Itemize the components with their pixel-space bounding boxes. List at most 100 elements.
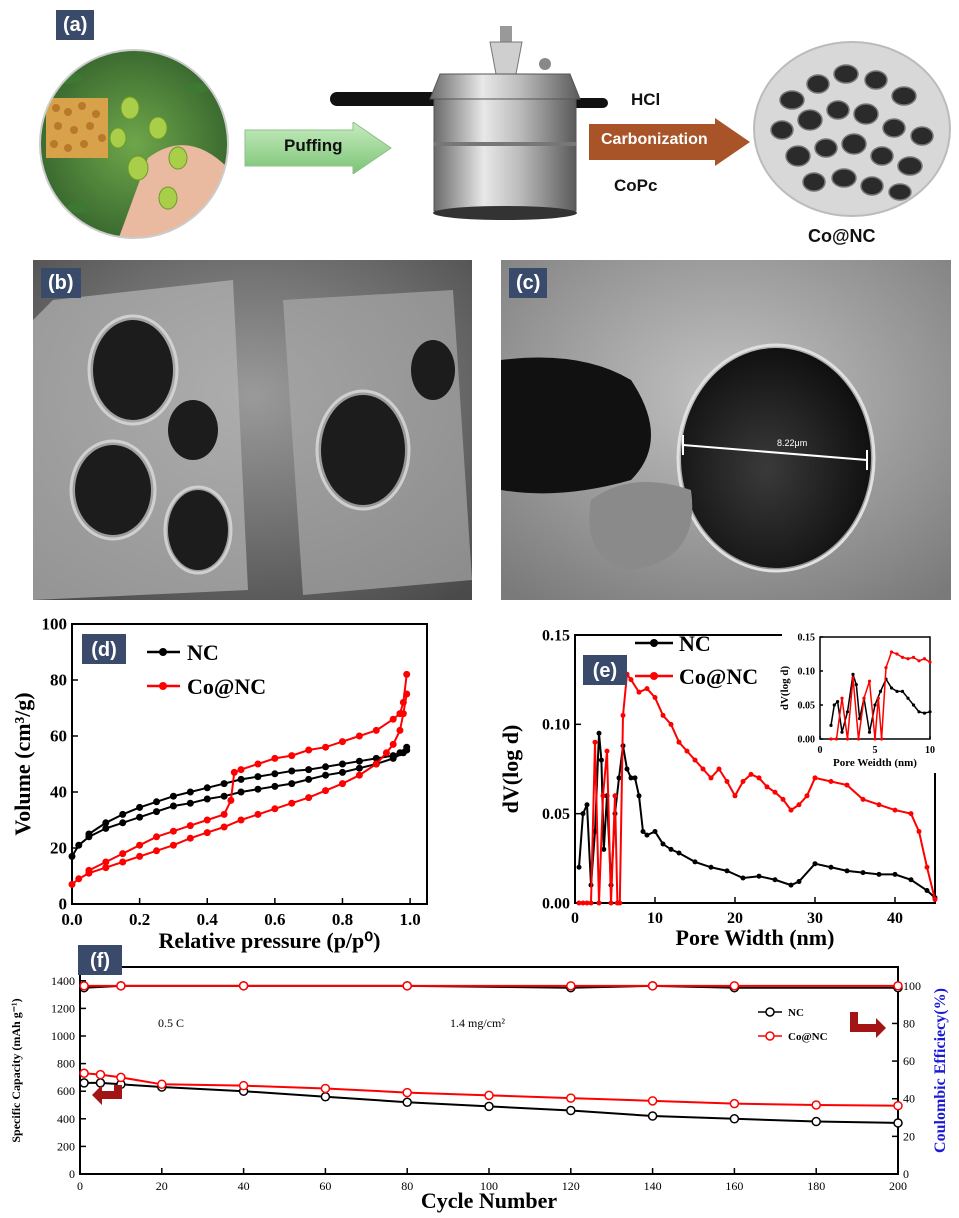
series-nc-point <box>740 875 746 881</box>
series-conc-desorption-point <box>322 743 330 751</box>
series-nc-desorption-point <box>389 752 397 760</box>
series-conc-adsorption-point <box>153 847 161 855</box>
y-tick-label: 0.05 <box>542 806 570 823</box>
series-conc-desorption-point <box>372 726 380 734</box>
inset-series-conc-point <box>840 696 844 700</box>
series-conc-adsorption-point <box>136 852 144 860</box>
inset-series-conc-point <box>889 650 894 654</box>
series-conc-point <box>684 748 690 754</box>
series-nc-capacity-point <box>647 1111 658 1121</box>
x-tick-label: 0.6 <box>264 910 285 929</box>
series-nc-desorption-point <box>102 819 110 827</box>
series-nc-capacity-point <box>811 1116 821 1127</box>
series-conc-point <box>644 686 650 692</box>
series-conc-adsorption-point <box>203 829 211 837</box>
series-nc-desorption-point <box>403 743 411 751</box>
x-tick-label: 160 <box>725 1179 743 1193</box>
series-nc-desorption-point <box>396 749 404 757</box>
inset-series-nc-point <box>928 710 932 714</box>
series-nc-point <box>660 841 666 847</box>
series-nc-adsorption-point <box>186 799 194 807</box>
series-conc-adsorption-point <box>220 823 228 831</box>
series-conc-capacity-point <box>647 1096 658 1106</box>
series-conc-adsorption-point <box>396 726 404 734</box>
x-tick-label: 80 <box>401 1179 413 1193</box>
puffing-label: Puffing <box>284 136 343 155</box>
inset-series-nc-point <box>867 730 872 734</box>
series-nc-desorption-point <box>186 788 194 796</box>
x-tick-label: 30 <box>807 910 823 927</box>
series-nc-point <box>788 882 794 888</box>
series-nc-desorption-point <box>254 773 262 781</box>
co-nc-product-label: Co@NC <box>808 226 876 246</box>
legend-label: Co@NC <box>788 1031 828 1043</box>
y-axis-title: Volume (cm³/g) <box>10 692 35 835</box>
y-tick-label: 80 <box>50 671 67 690</box>
series-conc-adsorption-point <box>355 771 363 779</box>
sem-image-b <box>33 260 472 600</box>
annotation-loading: 1.4 mg/cm² <box>450 1016 505 1030</box>
series-nc-desorption-point <box>372 754 380 762</box>
x-tick-label: 5 <box>873 745 878 756</box>
chickpea-plant-image <box>39 49 229 239</box>
series-nc-adsorption-point <box>305 775 313 783</box>
legend-label: Co@NC <box>187 674 266 699</box>
y-tick-label: 600 <box>57 1084 75 1098</box>
series-conc-point <box>932 896 938 902</box>
legend-label: NC <box>187 640 219 665</box>
series-conc-capacity-point <box>95 1069 106 1080</box>
panel-label: (f) <box>90 950 110 972</box>
series-conc-adsorption-point <box>305 794 313 802</box>
series-nc-point <box>616 775 622 781</box>
series-conc-point <box>772 789 778 795</box>
series-conc-adsorption-point <box>389 740 397 748</box>
series-conc-desorption-point <box>227 796 235 804</box>
plot-frame <box>79 966 899 1175</box>
series-nc-point <box>844 868 850 874</box>
series-nc-adsorption-line <box>71 749 408 857</box>
panel-a: (a) <box>0 0 959 255</box>
series-nc-desorption-point <box>203 784 211 792</box>
inset-series-nc-point <box>906 696 910 700</box>
panel-label-bg <box>583 655 627 685</box>
legend-label: Co@NC <box>679 664 758 689</box>
series-nc-point <box>724 868 730 874</box>
series-conc-point <box>788 807 794 813</box>
y-tick-label: 0 <box>69 1167 75 1181</box>
inset-series-conc-point <box>876 696 880 700</box>
inset-series-conc-point <box>884 666 888 670</box>
series-conc-adsorption-point <box>75 875 83 883</box>
carbonization-arrow <box>589 118 750 166</box>
series-conc-capacity-point <box>320 1083 331 1094</box>
series-nc-adsorption-point <box>237 788 245 796</box>
inset-series-nc-point <box>851 672 855 676</box>
series-conc-efficiency-point <box>116 981 126 991</box>
series-nc-point <box>580 811 586 817</box>
legend-marker <box>159 682 167 690</box>
series-conc-capacity-point <box>79 1068 89 1079</box>
inset-series-nc-point <box>829 723 833 727</box>
series-nc-point <box>632 775 638 781</box>
series-conc-point <box>652 695 658 701</box>
y2-tick-label: 0 <box>903 1167 909 1181</box>
series-nc-capacity-point <box>79 1078 89 1088</box>
x-tick-label: 100 <box>480 1179 498 1193</box>
inset-series-conc-point <box>928 660 932 664</box>
series-conc-efficiency-point <box>402 981 412 991</box>
series-conc-adsorption-point <box>322 787 330 795</box>
series-nc-desorption-point <box>288 767 296 775</box>
series-conc-point <box>748 771 754 777</box>
inset-series-nc-point <box>917 710 921 714</box>
series-conc-point <box>660 712 666 718</box>
series-nc-point <box>692 859 698 865</box>
legend-marker <box>765 1031 775 1041</box>
series-nc-adsorption-point <box>169 802 177 810</box>
series-conc-point <box>796 802 802 808</box>
inset-series-nc-point <box>873 703 877 707</box>
series-conc-desorption-point <box>102 858 110 866</box>
series-conc-efficiency-point <box>647 981 658 991</box>
inset-y-axis-title: dV(log d) <box>779 666 791 711</box>
y-tick-label: 0.00 <box>542 895 570 912</box>
series-conc-desorption-point <box>169 827 177 835</box>
series-nc-point <box>892 871 898 877</box>
